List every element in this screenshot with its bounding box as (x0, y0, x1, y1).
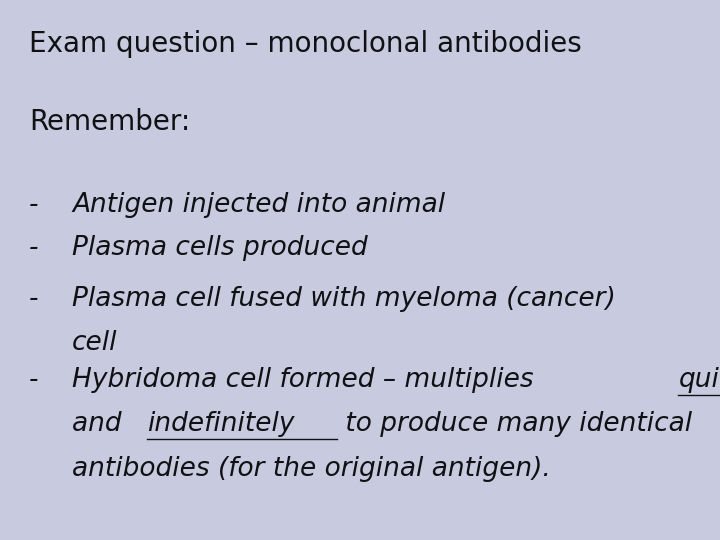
Text: -: - (29, 192, 38, 218)
Text: Hybridoma cell formed – multiplies: Hybridoma cell formed – multiplies (72, 367, 542, 393)
Text: Antigen injected into animal: Antigen injected into animal (72, 192, 445, 218)
Text: -: - (29, 367, 38, 393)
Text: cell: cell (72, 330, 117, 356)
Text: -: - (29, 286, 38, 312)
Text: antibodies (for the original antigen).: antibodies (for the original antigen). (72, 456, 551, 482)
Text: -: - (29, 235, 38, 261)
Text: indefinitely: indefinitely (147, 411, 294, 437)
Text: Plasma cells produced: Plasma cells produced (72, 235, 368, 261)
Text: Exam question – monoclonal antibodies: Exam question – monoclonal antibodies (29, 30, 582, 58)
Text: and: and (72, 411, 130, 437)
Text: quickly: quickly (678, 367, 720, 393)
Text: Remember:: Remember: (29, 108, 190, 136)
Text: Plasma cell fused with myeloma (cancer): Plasma cell fused with myeloma (cancer) (72, 286, 616, 312)
Text: to produce many identical: to produce many identical (337, 411, 693, 437)
